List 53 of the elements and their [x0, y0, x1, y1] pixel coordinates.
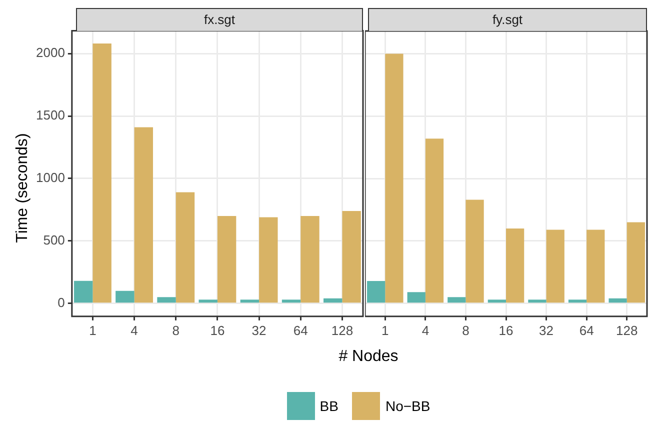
x-tick-label: 1 — [382, 322, 389, 338]
bar — [342, 210, 361, 303]
y-tick-label: 0 — [58, 294, 65, 310]
bar — [385, 54, 404, 303]
y-tick-label: 2000 — [36, 45, 65, 60]
legend-label: No−BB — [385, 398, 430, 414]
bar — [198, 300, 218, 303]
facet-strip: fy.sgt — [368, 8, 647, 31]
x-tick-label: 1 — [89, 322, 96, 338]
bar — [568, 300, 587, 303]
x-axis-title: # Nodes — [338, 348, 400, 366]
bar — [488, 300, 506, 303]
y-tick-label: 1000 — [36, 170, 65, 186]
x-tick-label: 4 — [130, 322, 138, 338]
bar — [134, 127, 154, 303]
x-tick-label: 8 — [462, 322, 470, 338]
bar — [528, 300, 546, 303]
bar — [323, 298, 342, 303]
y-tick-label: 1500 — [36, 108, 65, 123]
bar — [425, 138, 444, 303]
facet-strip: fx.sgt — [76, 8, 363, 31]
bar — [176, 192, 195, 303]
x-tick-label: 16 — [498, 322, 514, 338]
x-tick-label: 32 — [252, 322, 266, 338]
bar — [259, 217, 278, 303]
x-tick-label: 8 — [172, 322, 180, 338]
bar — [367, 280, 386, 303]
bar — [116, 290, 134, 303]
legend-label: BB — [320, 398, 338, 414]
bar — [407, 292, 426, 303]
bar — [157, 297, 176, 303]
x-tick-label: 4 — [422, 322, 430, 338]
x-tick-label: 32 — [539, 322, 554, 338]
bar — [74, 280, 93, 303]
x-tick-label: 64 — [293, 322, 308, 338]
bar — [608, 298, 627, 303]
bar — [282, 300, 301, 303]
bar — [240, 300, 260, 303]
y-axis-title: Time (seconds) — [14, 133, 32, 243]
bar — [217, 216, 236, 303]
x-tick-label: 128 — [616, 322, 638, 338]
bar — [448, 297, 466, 303]
bar — [546, 230, 564, 303]
x-tick-label: 64 — [579, 322, 594, 338]
bar — [466, 200, 484, 303]
bar — [506, 228, 524, 303]
x-tick-label: 128 — [331, 322, 354, 338]
y-tick-label: 500 — [43, 232, 65, 248]
bar — [626, 222, 645, 303]
bar — [300, 216, 320, 303]
x-tick-label: 16 — [210, 322, 225, 338]
bar — [586, 230, 605, 303]
bar — [92, 44, 112, 303]
